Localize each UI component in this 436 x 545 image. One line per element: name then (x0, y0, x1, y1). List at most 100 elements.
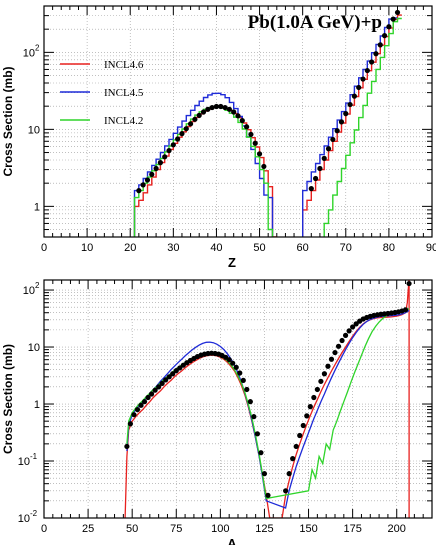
data-point (252, 140, 258, 146)
data-point (159, 380, 165, 387)
data-point (226, 357, 232, 363)
data-point (162, 154, 168, 160)
data-point (240, 377, 246, 383)
data-point (332, 349, 338, 356)
data-point (300, 422, 306, 429)
data-point (251, 414, 257, 420)
series-line-incl46 (302, 14, 402, 237)
y-tick-label: 1 (34, 201, 40, 213)
series-line-incl45 (126, 309, 410, 509)
data-point (293, 443, 299, 450)
y-axis-label: Cross Section (mb) (1, 344, 15, 454)
data-point (138, 402, 144, 408)
data-point (213, 103, 220, 110)
data-point (364, 67, 370, 74)
data-point (175, 136, 181, 142)
data-point (134, 406, 141, 413)
data-point (230, 360, 236, 366)
data-point (386, 24, 392, 30)
y-tick-label: 10 (28, 124, 40, 136)
data-point (261, 471, 268, 477)
x-tick-label: 175 (343, 523, 361, 535)
y-tick-exponent: 2 (35, 281, 40, 290)
data-point (144, 177, 151, 183)
x-tick-label: 0 (41, 242, 47, 254)
data-point (318, 378, 324, 384)
data-point (233, 364, 239, 370)
y-tick-label: 10 (18, 456, 30, 468)
data-point (239, 117, 245, 124)
data-point (244, 386, 250, 393)
data-point (177, 365, 183, 371)
y-tick-label: 10 (23, 47, 35, 59)
data-point (258, 450, 264, 456)
data-point (265, 492, 271, 498)
data-point (163, 377, 169, 383)
data-point (131, 412, 137, 418)
data-point (153, 165, 159, 172)
x-tick-label: 80 (383, 242, 395, 254)
x-tick-label: 10 (81, 242, 93, 254)
x-tick-label: 30 (167, 242, 179, 254)
data-point (196, 112, 202, 118)
x-tick-label: 60 (297, 242, 309, 254)
data-point (149, 171, 155, 178)
data-point (339, 337, 345, 344)
x-tick-label: 150 (299, 523, 317, 535)
data-point (136, 188, 142, 194)
data-point (140, 182, 146, 188)
data-point (369, 59, 375, 65)
data-point (205, 106, 211, 112)
data-point (308, 186, 314, 192)
data-point (304, 413, 310, 419)
data-point (226, 106, 232, 112)
x-axis-label: A (227, 536, 237, 545)
series-line-incl45 (133, 92, 274, 237)
plot-frame (43, 5, 433, 238)
data-point (325, 363, 331, 369)
data-point (346, 328, 352, 334)
x-axis-label: Z (228, 255, 236, 270)
data-point (406, 280, 412, 287)
data-point (286, 471, 292, 477)
x-tick-label: 20 (124, 242, 136, 254)
data-point (317, 165, 323, 172)
series-line-incl42 (323, 17, 402, 237)
series-line-incl45 (302, 17, 398, 237)
data-point (200, 109, 207, 115)
data-point (373, 51, 379, 57)
series-line-incl46 (133, 106, 277, 237)
legend-label: INCL4.2 (104, 115, 143, 127)
data-point (235, 113, 241, 119)
data-point (166, 374, 172, 380)
data-point (321, 155, 327, 161)
data-point (351, 93, 357, 99)
plot-area (133, 9, 402, 237)
data-point (394, 9, 401, 16)
data-point (157, 160, 163, 166)
chart-title: Pb(1.0A GeV)+p (248, 12, 382, 33)
x-tick-label: 75 (170, 523, 182, 535)
y-tick-label: 10 (18, 513, 30, 525)
data-point (156, 384, 162, 390)
data-point (342, 332, 349, 338)
y-tick-exponent: -1 (30, 452, 38, 461)
plot-area (124, 280, 412, 518)
data-point (330, 136, 336, 143)
data-point (124, 443, 130, 450)
data-point (334, 128, 340, 134)
y-tick-label: 10 (23, 285, 35, 297)
legend-label: INCL4.5 (104, 87, 144, 99)
data-point (173, 368, 179, 374)
data-point (321, 371, 328, 377)
data-point (350, 324, 356, 330)
data-point (307, 404, 313, 410)
data-point (297, 432, 303, 439)
data-point (313, 175, 319, 182)
series-line-incl42 (133, 106, 274, 237)
data-point (209, 104, 215, 111)
data-point (152, 387, 158, 393)
y-axis-label: Cross Section (mb) (1, 66, 15, 176)
